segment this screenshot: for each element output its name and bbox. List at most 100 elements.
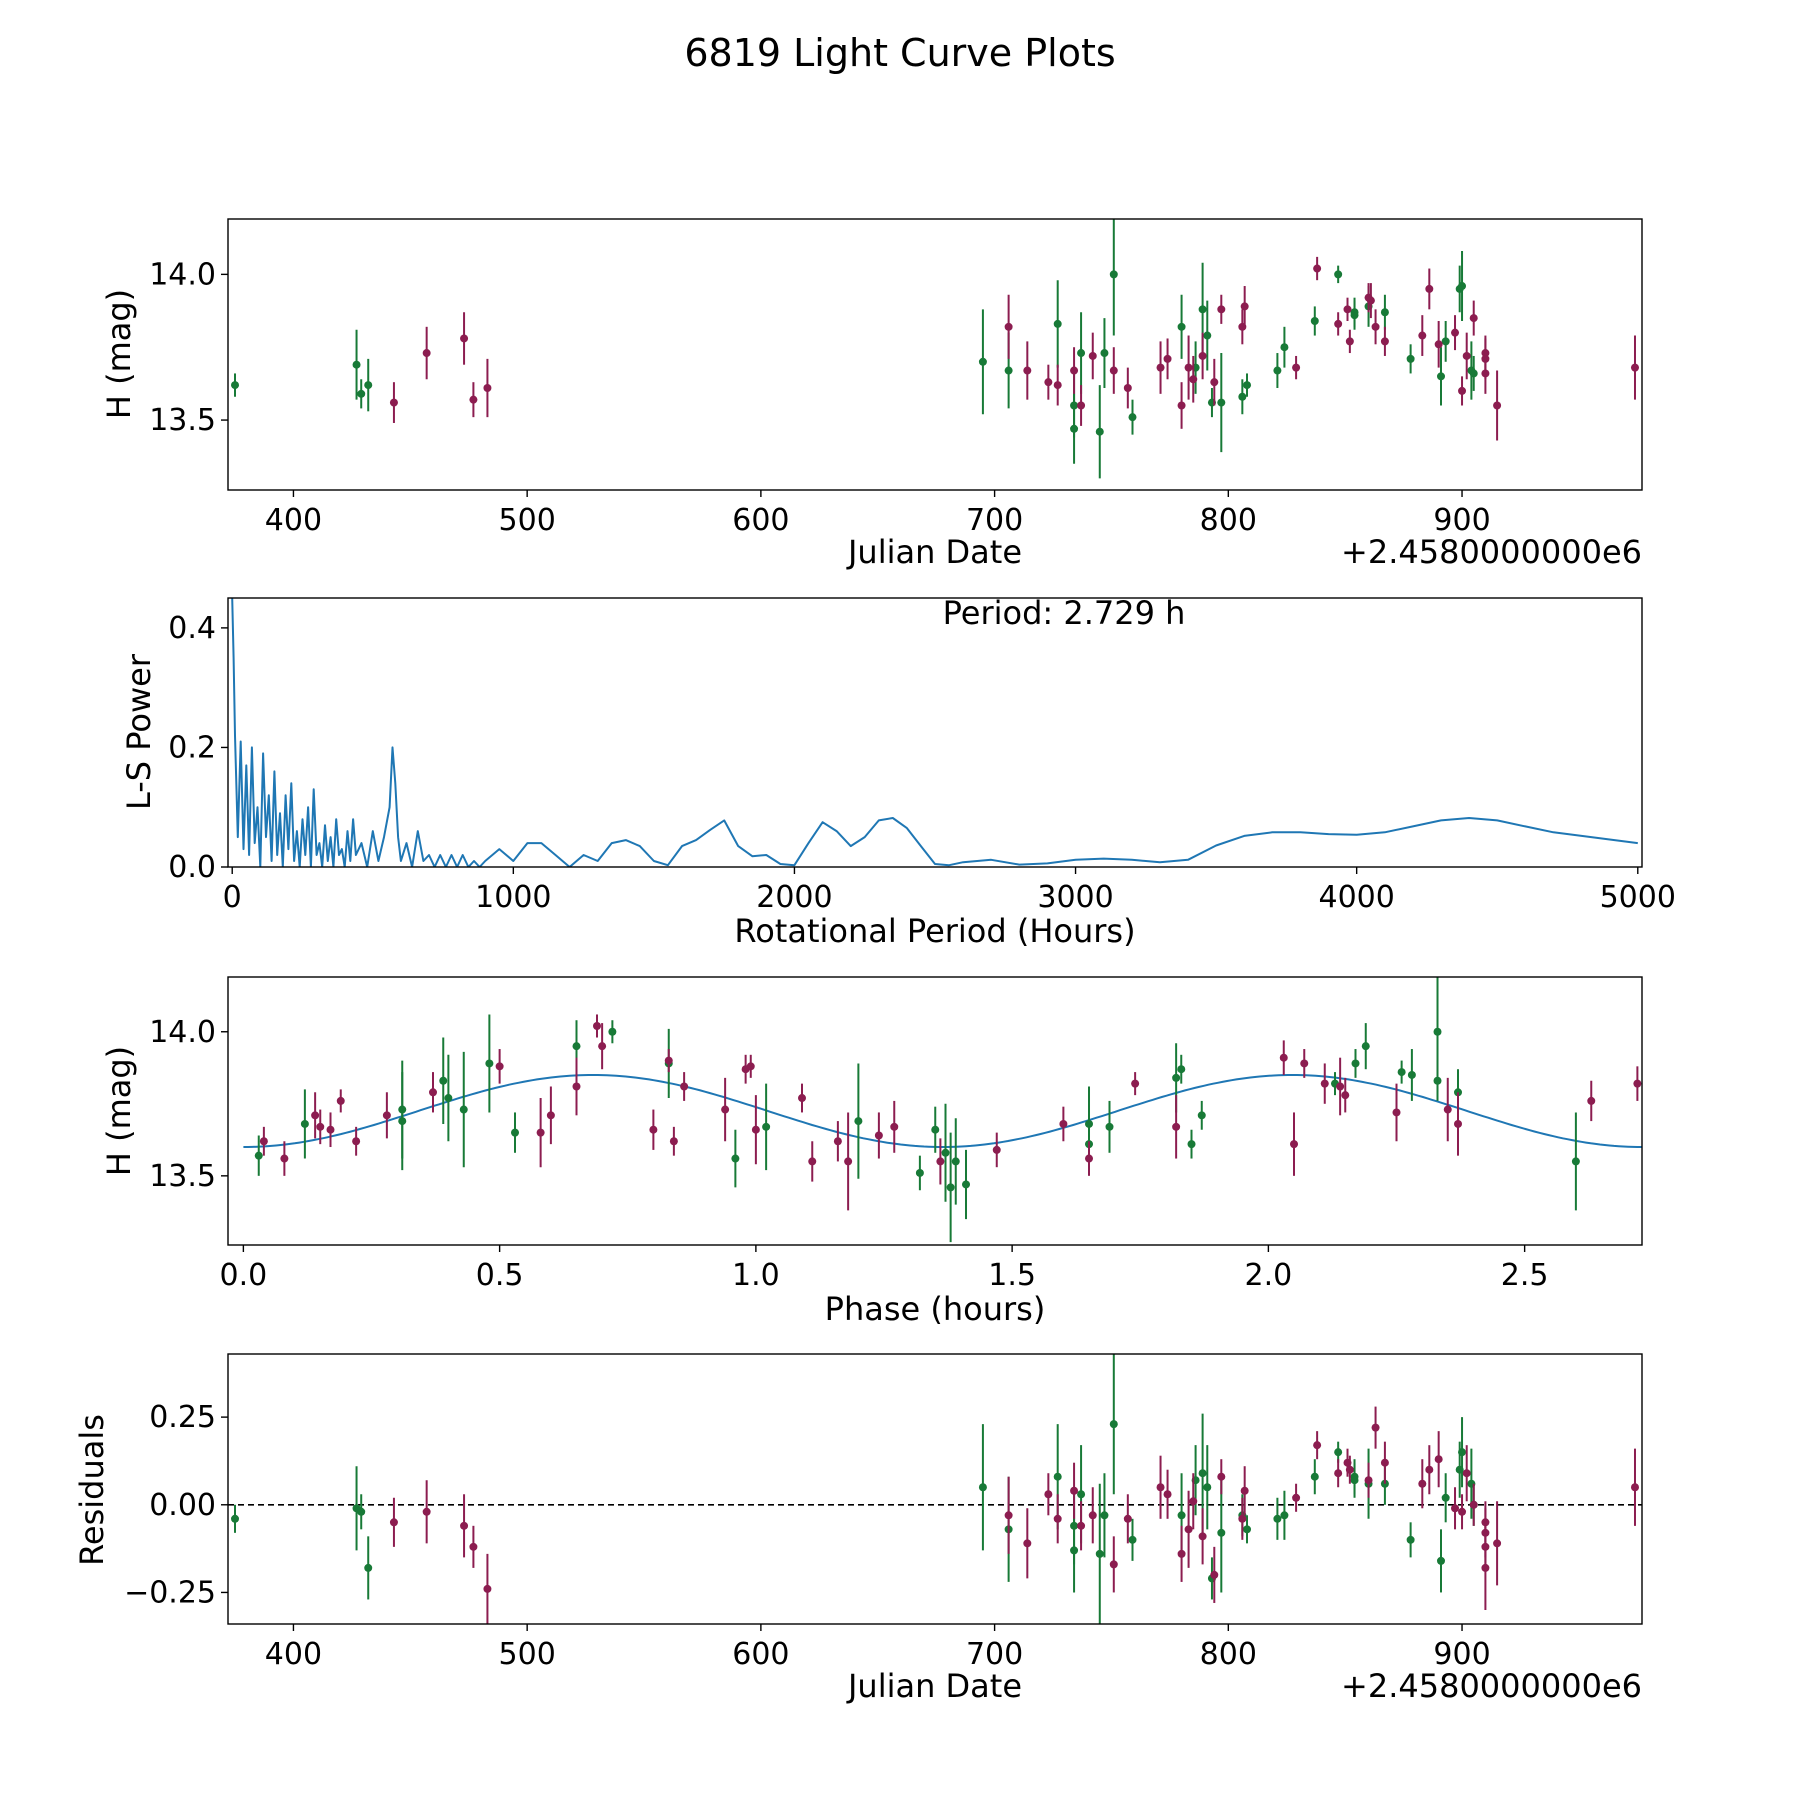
lightcurve-point-green — [1406, 354, 1415, 363]
phased-point-green — [1177, 1065, 1186, 1074]
residuals-point-green — [1077, 1490, 1086, 1499]
lightcurve-x-offset-label: +2.4580000000e6 — [1341, 533, 1642, 571]
residuals-points — [228, 1354, 1642, 1624]
lightcurve-point-green — [1437, 372, 1446, 381]
residuals-point-green — [1458, 1448, 1467, 1457]
phased-point-green — [572, 1042, 581, 1051]
phased-point-purple — [844, 1157, 853, 1166]
residuals-x-tick-label: 600 — [732, 1637, 789, 1672]
residuals-point-purple — [1189, 1497, 1198, 1506]
phased-point-green — [854, 1117, 863, 1126]
residuals-point-purple — [1451, 1504, 1460, 1513]
lightcurve-point-purple — [1434, 340, 1443, 349]
residuals-point-purple — [1371, 1423, 1380, 1432]
phased-point-purple — [326, 1125, 335, 1134]
residuals-point-purple — [1210, 1570, 1219, 1579]
residuals-axes-frame — [227, 1353, 1643, 1625]
lightcurve-point-green — [1273, 366, 1282, 375]
phased-point-purple — [593, 1021, 602, 1030]
lightcurve-ticks: 400 500 600 700 800 900 13.5 14.0 — [149, 257, 1490, 538]
phased-model-curve — [243, 1074, 1642, 1148]
lightcurve-point-purple — [1163, 354, 1172, 363]
residuals-point-purple — [1458, 1507, 1467, 1516]
phased-y-tick-label: 13.5 — [149, 1159, 216, 1194]
lightcurve-point-purple — [1366, 296, 1375, 305]
phased-point-purple — [721, 1105, 730, 1114]
phased-point-purple — [746, 1062, 755, 1071]
lightcurve-point-purple — [422, 349, 431, 358]
residuals-point-green — [1128, 1535, 1137, 1544]
lightcurve-point-purple — [1177, 401, 1186, 410]
phased-point-purple — [382, 1111, 391, 1120]
residuals-point-green — [1217, 1528, 1226, 1537]
lightcurve-y-axis-label: H (mag) — [100, 289, 138, 419]
residuals-point-purple — [1380, 1458, 1389, 1467]
phased-point-green — [1407, 1070, 1416, 1079]
lightcurve-point-purple — [1481, 369, 1490, 378]
phased-point-green — [608, 1027, 617, 1036]
phased-point-purple — [311, 1111, 320, 1120]
phased-point-purple — [1085, 1154, 1094, 1163]
phased-point-green — [439, 1076, 448, 1085]
residuals-point-green — [1053, 1472, 1062, 1481]
phased-point-green — [485, 1059, 494, 1068]
lightcurve-point-green — [1310, 316, 1319, 325]
lightcurve-point-green — [1070, 424, 1079, 433]
lightcurve-point-green — [1177, 322, 1186, 331]
phased-point-purple — [664, 1056, 673, 1065]
phased-x-tick-label: 0.5 — [476, 1258, 524, 1293]
lightcurve-point-green — [1441, 337, 1450, 346]
residuals-point-purple — [1313, 1441, 1322, 1450]
residuals-point-green — [1095, 1549, 1104, 1558]
periodogram-axes-frame — [227, 597, 1643, 868]
residuals-ticks: 400 500 600 700 800 900 −0.25 0.00 0.25 — [124, 1400, 1491, 1672]
residuals-x-tick-label: 700 — [966, 1637, 1023, 1672]
residuals-point-green — [1350, 1476, 1359, 1485]
phased-point-green — [398, 1105, 407, 1114]
phased-point-purple — [352, 1137, 361, 1146]
phased-point-purple — [572, 1082, 581, 1091]
residuals-point-purple — [1123, 1514, 1132, 1523]
residuals-point-green — [1273, 1514, 1282, 1523]
lightcurve-axes-frame — [227, 218, 1643, 491]
lightcurve-x-tick-label: 700 — [966, 503, 1023, 538]
lightcurve-point-purple — [1493, 401, 1502, 410]
lightcurve-point-green — [1004, 366, 1013, 375]
residuals-point-green — [1177, 1511, 1186, 1520]
lightcurve-point-purple — [1210, 378, 1219, 387]
lightcurve-point-purple — [1053, 381, 1062, 390]
phased-point-green — [1197, 1111, 1206, 1120]
periodogram-x-axis-label: Rotational Period (Hours) — [734, 912, 1135, 950]
lightcurve-point-purple — [1044, 378, 1053, 387]
phased-point-green — [1433, 1027, 1442, 1036]
residuals-y-axis-label: Residuals — [73, 1414, 111, 1566]
phased-point-green — [300, 1119, 309, 1128]
residuals-point-purple — [389, 1518, 398, 1527]
lightcurve-point-purple — [1217, 305, 1226, 314]
phased-point-purple — [992, 1145, 1001, 1154]
periodogram-x-tick-label: 4000 — [1318, 880, 1394, 915]
phased-y-tick-label: 14.0 — [149, 1015, 216, 1050]
lightcurve-point-purple — [1184, 363, 1193, 372]
lightcurve-point-purple — [460, 334, 469, 343]
lightcurve-point-purple — [1077, 401, 1086, 410]
phased-point-purple — [336, 1096, 345, 1105]
residuals-point-purple — [1630, 1483, 1639, 1492]
lightcurve-point-purple — [1425, 284, 1434, 293]
lightcurve-point-purple — [1313, 264, 1322, 273]
period-annotation: Period: 2.729 h — [943, 594, 1186, 632]
residuals-point-purple — [1334, 1469, 1343, 1478]
phased-ticks: 0.0 0.5 1.0 1.5 2.0 2.5 13.5 14.0 — [149, 1015, 1548, 1293]
phased-point-purple — [798, 1094, 807, 1103]
phased-point-green — [931, 1125, 940, 1134]
residuals-point-purple — [1023, 1539, 1032, 1548]
residuals-point-purple — [1070, 1486, 1079, 1495]
residuals-y-tick-label: 0.25 — [149, 1400, 216, 1435]
phased-point-purple — [669, 1137, 678, 1146]
phased-points — [243, 977, 1642, 1243]
phased-x-tick-label: 2.0 — [1245, 1258, 1293, 1293]
lightcurve-point-purple — [1070, 366, 1079, 375]
lightcurve-point-purple — [1371, 322, 1380, 331]
residuals-panel: 400 500 600 700 800 900 −0.25 0.00 0.25 Julian D… — [73, 1353, 1643, 1705]
